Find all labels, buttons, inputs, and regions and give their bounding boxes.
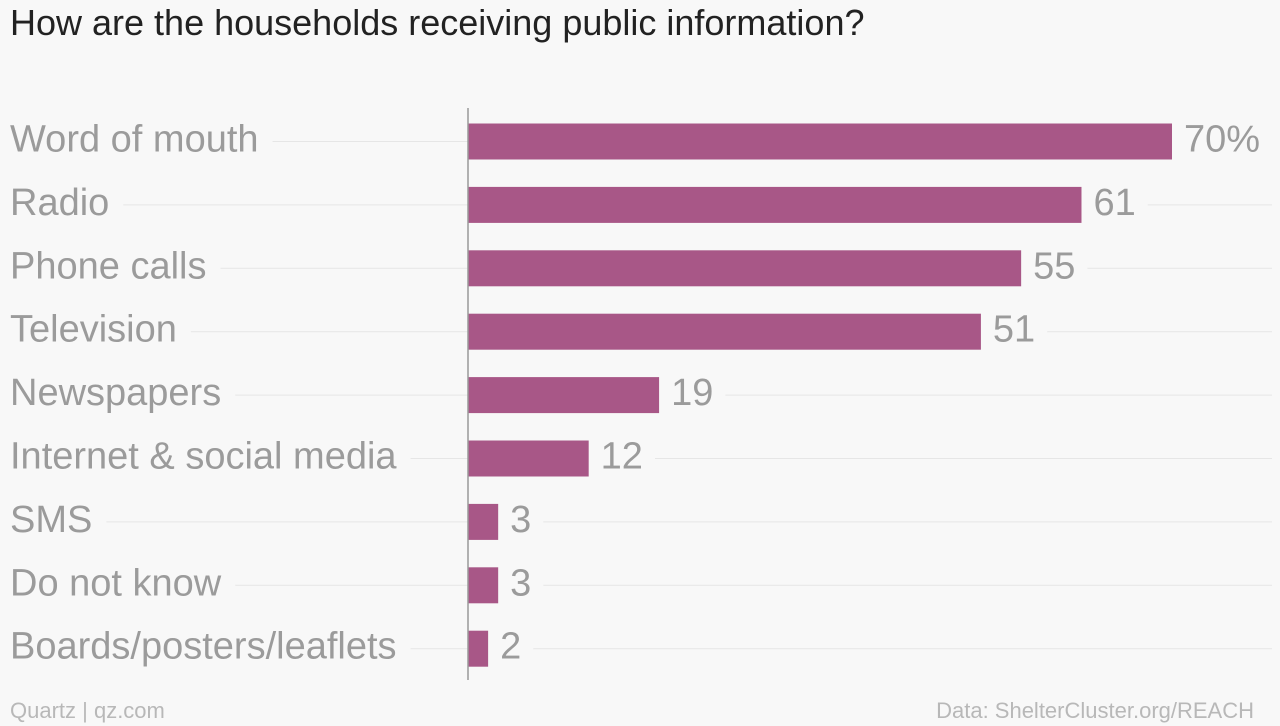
category-label: SMS: [10, 499, 92, 541]
bar: [468, 567, 499, 604]
footer-source: Data: ShelterCluster.org/REACH: [936, 698, 1254, 723]
bar: [468, 186, 1082, 223]
category-label: Word of mouth: [10, 119, 259, 161]
footer-credit: Quartz | qz.com: [10, 698, 165, 723]
category-label: Do not know: [10, 562, 222, 604]
category-label: Internet & social media: [10, 436, 397, 478]
bar: [468, 313, 981, 350]
category-label: Radio: [10, 182, 109, 224]
bar: [468, 503, 499, 540]
value-label: 2: [500, 626, 521, 668]
category-label: Television: [10, 309, 177, 351]
bar: [468, 123, 1172, 160]
value-label: 3: [510, 499, 531, 541]
value-label: 55: [1033, 245, 1075, 287]
category-label: Boards/posters/leaflets: [10, 626, 397, 668]
bar: [468, 377, 660, 414]
category-label: Phone calls: [10, 245, 206, 287]
value-label: 3: [510, 562, 531, 604]
bar: [468, 440, 589, 477]
value-label: 19: [671, 372, 713, 414]
value-label: 70%: [1184, 119, 1260, 161]
category-label: Newspapers: [10, 372, 221, 414]
bar: [468, 250, 1022, 287]
value-label: 12: [601, 436, 643, 478]
bar: [468, 630, 489, 667]
value-label: 61: [1093, 182, 1135, 224]
chart-title: How are the households receiving public …: [10, 2, 865, 43]
value-label: 51: [993, 309, 1035, 351]
